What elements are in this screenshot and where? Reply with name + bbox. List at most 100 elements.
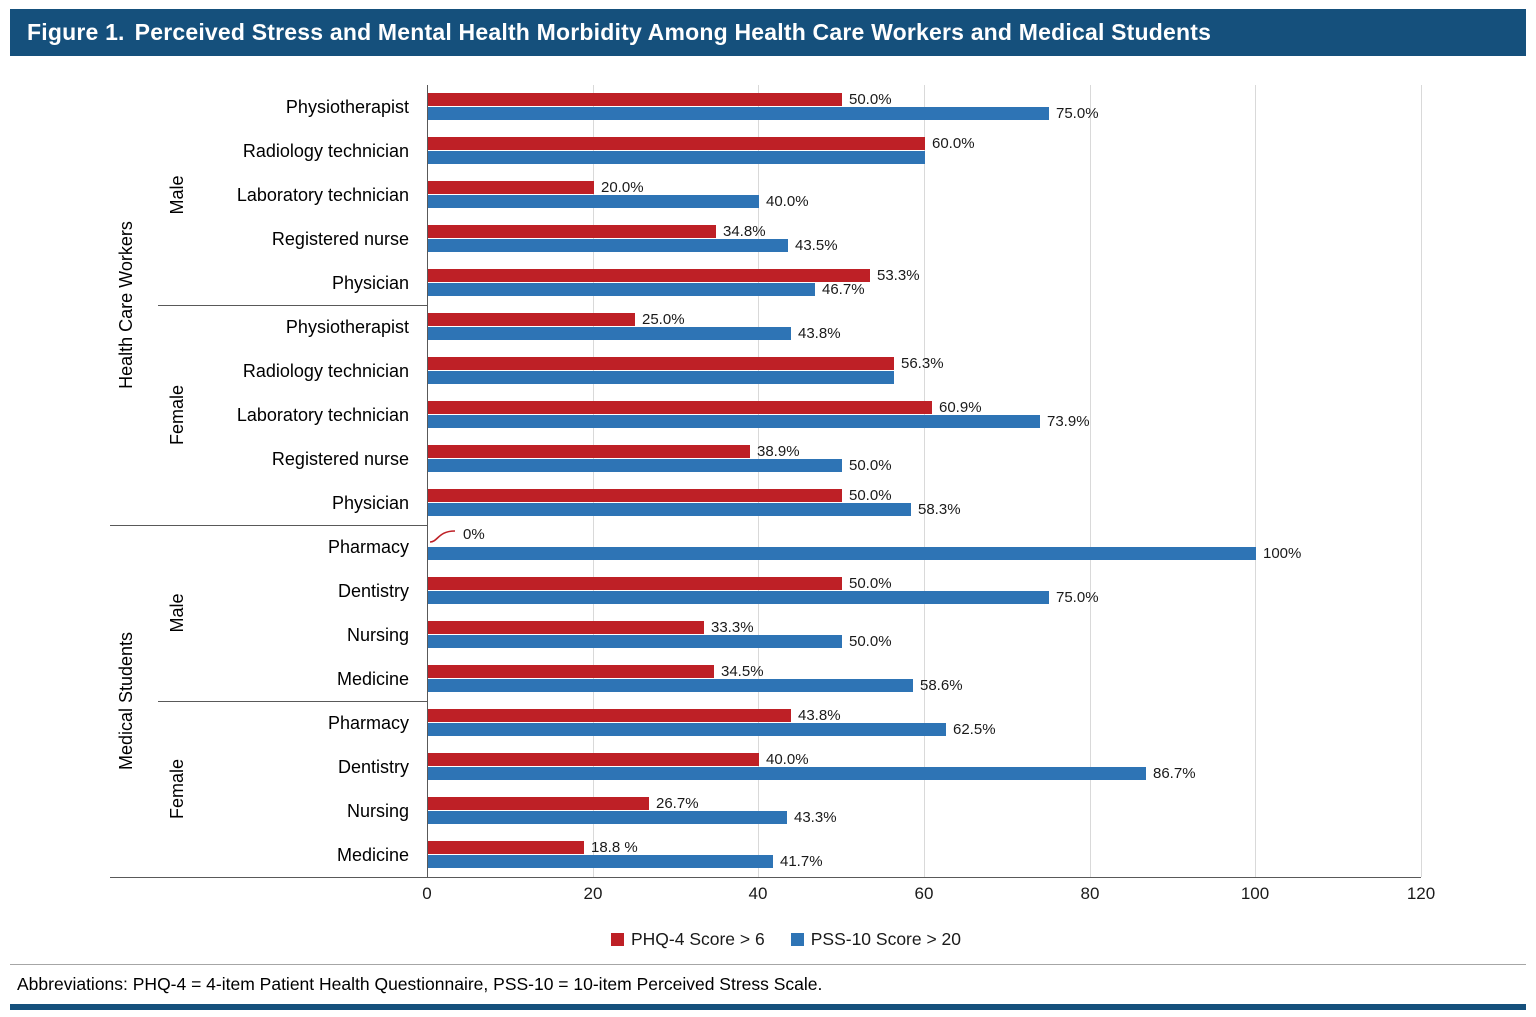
gridline bbox=[1090, 85, 1091, 877]
category-separator bbox=[158, 305, 427, 306]
axis-group-label: Medical Students bbox=[116, 631, 136, 771]
category-label: Medicine bbox=[336, 845, 409, 865]
zero-callout-line bbox=[429, 527, 459, 544]
pss10-bar bbox=[428, 591, 1049, 604]
phq4-value-label: 34.5% bbox=[721, 663, 764, 680]
pss10-value-label: 50.0% bbox=[849, 633, 892, 650]
pss10-bar bbox=[428, 371, 894, 384]
gridline bbox=[758, 85, 759, 877]
category-label: Registered nurse bbox=[271, 449, 409, 469]
category-label: Laboratory technician bbox=[236, 185, 409, 205]
pss10-bar bbox=[428, 547, 1256, 560]
gridline bbox=[593, 85, 594, 877]
phq4-value-label: 53.3% bbox=[877, 267, 920, 284]
pss10-bar bbox=[428, 283, 815, 296]
pss10-bar bbox=[428, 415, 1040, 428]
phq4-bar bbox=[428, 577, 842, 590]
category-label: Pharmacy bbox=[327, 537, 409, 557]
gridline bbox=[924, 85, 925, 877]
phq4-value-label: 20.0% bbox=[601, 179, 644, 196]
category-separator bbox=[158, 701, 427, 702]
phq4-value-label: 40.0% bbox=[766, 751, 809, 768]
phq4-value-label: 34.8% bbox=[723, 223, 766, 240]
pss10-value-label: 46.7% bbox=[822, 281, 865, 298]
pss10-value-label: 43.8% bbox=[798, 325, 841, 342]
phq4-bar bbox=[428, 753, 759, 766]
pss10-bar bbox=[428, 327, 791, 340]
x-tick-label: 100 bbox=[1240, 884, 1270, 903]
phq4-bar bbox=[428, 621, 704, 634]
category-label: Dentistry bbox=[337, 757, 409, 777]
phq4-bar bbox=[428, 841, 584, 854]
phq4-value-label: 60.9% bbox=[939, 399, 982, 416]
figure-bottom-rule bbox=[10, 1004, 1526, 1010]
pss10-value-label: 50.0% bbox=[849, 457, 892, 474]
pss10-value-label: 41.7% bbox=[780, 853, 823, 870]
phq4-bar bbox=[428, 181, 594, 194]
phq4-value-label: 50.0% bbox=[849, 487, 892, 504]
footnote-divider bbox=[10, 964, 1526, 965]
legend-label: PHQ-4 Score > 6 bbox=[630, 929, 765, 949]
pss10-bar bbox=[428, 679, 913, 692]
legend-item: PHQ-4 Score > 6 bbox=[610, 929, 765, 950]
phq4-bar bbox=[428, 313, 635, 326]
phq4-value-label: 60.0% bbox=[932, 135, 975, 152]
figure-title: Perceived Stress and Mental Health Morbi… bbox=[134, 19, 1212, 45]
pss10-bar bbox=[428, 723, 946, 736]
category-label: Physiotherapist bbox=[285, 317, 409, 337]
phq4-bar bbox=[428, 401, 932, 414]
category-label: Registered nurse bbox=[271, 229, 409, 249]
category-label: Physician bbox=[331, 493, 409, 513]
phq4-value-label: 18.8 % bbox=[591, 839, 638, 856]
phq4-value-label: 56.3% bbox=[901, 355, 944, 372]
phq4-value-label: 43.8% bbox=[798, 707, 841, 724]
category-label: Nursing bbox=[346, 801, 409, 821]
category-label: Dentistry bbox=[337, 581, 409, 601]
phq4-value-label: 38.9% bbox=[757, 443, 800, 460]
pss10-value-label: 62.5% bbox=[953, 721, 996, 738]
phq4-value-label: 50.0% bbox=[849, 91, 892, 108]
pss10-value-label: 43.5% bbox=[795, 237, 838, 254]
phq4-bar bbox=[428, 137, 925, 150]
category-label: Medicine bbox=[336, 669, 409, 689]
phq4-bar bbox=[428, 797, 649, 810]
phq4-bar bbox=[428, 225, 716, 238]
category-label: Physician bbox=[331, 273, 409, 293]
pss10-bar bbox=[428, 107, 1049, 120]
x-tick-label: 60 bbox=[914, 884, 934, 903]
pss10-bar bbox=[428, 151, 925, 164]
gridline bbox=[1421, 85, 1422, 877]
phq4-value-label: 50.0% bbox=[849, 575, 892, 592]
phq4-bar bbox=[428, 269, 870, 282]
category-separator bbox=[110, 525, 427, 526]
phq4-value-label: 33.3% bbox=[711, 619, 754, 636]
y-axis-line bbox=[427, 85, 428, 878]
legend-label: PSS-10 Score > 20 bbox=[810, 929, 962, 949]
figure-title-bar: Figure 1. Perceived Stress and Mental He… bbox=[10, 9, 1526, 56]
pss10-bar bbox=[428, 635, 842, 648]
phq4-bar bbox=[428, 489, 842, 502]
category-label: Nursing bbox=[346, 625, 409, 645]
x-axis-line bbox=[110, 877, 1421, 878]
category-label: Physiotherapist bbox=[285, 97, 409, 117]
pss10-value-label: 40.0% bbox=[766, 193, 809, 210]
chart-legend: PHQ-4 Score > 6 PSS-10 Score > 20 bbox=[28, 929, 1536, 950]
x-tick-label: 120 bbox=[1406, 884, 1436, 903]
legend-item: PSS-10 Score > 20 bbox=[790, 929, 962, 950]
pss10-bar bbox=[428, 811, 787, 824]
pss10-bar bbox=[428, 459, 842, 472]
pss10-value-label: 43.3% bbox=[794, 809, 837, 826]
pss10-value-label: 73.9% bbox=[1047, 413, 1090, 430]
phq4-value-label: 0% bbox=[463, 526, 485, 543]
category-label: Laboratory technician bbox=[236, 405, 409, 425]
figure-number: Figure 1. bbox=[27, 19, 125, 45]
phq4-bar bbox=[428, 665, 714, 678]
abbreviations-footnote: Abbreviations: PHQ-4 = 4-item Patient He… bbox=[17, 974, 823, 994]
pss10-value-label: 86.7% bbox=[1153, 765, 1196, 782]
x-tick-label: 80 bbox=[1080, 884, 1100, 903]
x-tick-label: 20 bbox=[583, 884, 603, 903]
pss10-value-label: 58.3% bbox=[918, 501, 961, 518]
legend-swatch bbox=[610, 933, 624, 946]
x-tick-label: 40 bbox=[748, 884, 768, 903]
